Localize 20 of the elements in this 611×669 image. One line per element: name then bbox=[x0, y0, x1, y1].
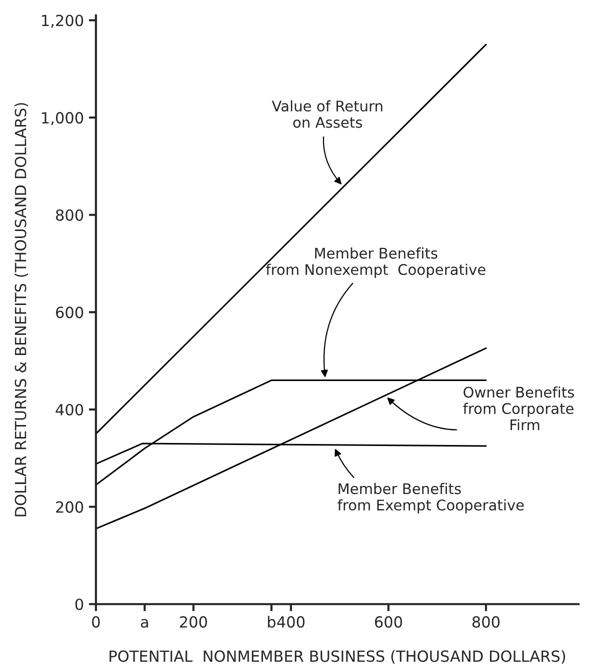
annotation: Value of Return on Assets bbox=[272, 100, 382, 128]
y-tick-label: 600 bbox=[56, 306, 84, 318]
x-tick-label: 0 bbox=[92, 616, 100, 628]
annotation: Member Benefits from Exempt Cooperative bbox=[338, 482, 524, 514]
annotation: Member Benefits from Nonexempt Cooperative bbox=[266, 247, 486, 278]
x-tick-label: 400 bbox=[277, 616, 305, 628]
y-tick-label: 1,200 bbox=[42, 14, 84, 28]
y-tick-label: 400 bbox=[56, 404, 84, 416]
y-axis-title: DOLLAR RETURNS & BENEFITS (THOUSAND DOLLARS) bbox=[14, 103, 28, 516]
x-tick-label: 800 bbox=[472, 616, 500, 628]
y-tick-label: 200 bbox=[56, 501, 84, 513]
x-tick-label: b bbox=[268, 616, 276, 628]
x-tick-label: a bbox=[140, 618, 148, 628]
y-tick-label: 0 bbox=[75, 598, 84, 610]
x-axis-title: POTENTIAL NONMEMBER BUSINESS (THOUSAND DOLLARS) bbox=[110, 650, 566, 664]
x-tick-label: 200 bbox=[180, 616, 208, 628]
y-tick-label: 1,000 bbox=[42, 112, 84, 126]
y-tick-label: 800 bbox=[56, 209, 84, 221]
x-tick-label: 600 bbox=[374, 616, 402, 628]
annotation: Owner Benefits from Corporate Firm bbox=[463, 386, 574, 430]
